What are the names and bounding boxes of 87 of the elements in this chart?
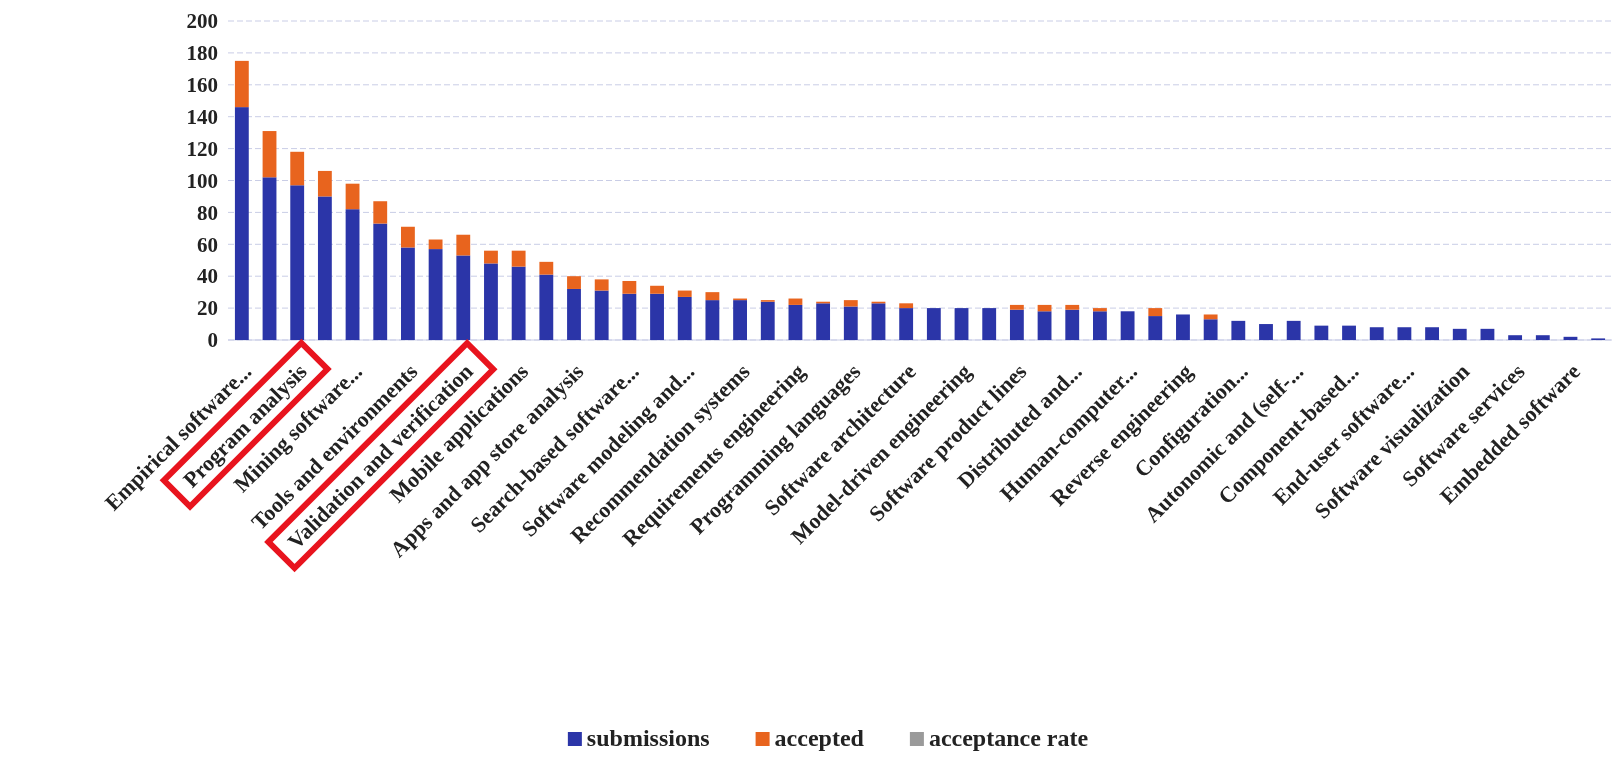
bar bbox=[428, 239, 443, 250]
bar bbox=[954, 308, 969, 340]
bar bbox=[1065, 309, 1080, 340]
legend-label: acceptance rate bbox=[928, 725, 1089, 751]
bar bbox=[262, 131, 277, 178]
bar bbox=[1259, 324, 1273, 340]
bar bbox=[1203, 314, 1218, 320]
bar bbox=[843, 300, 858, 307]
bar bbox=[539, 274, 554, 340]
bar bbox=[622, 293, 637, 340]
bar bbox=[677, 296, 692, 340]
bar bbox=[705, 300, 720, 340]
bar bbox=[373, 201, 388, 224]
bar bbox=[567, 288, 581, 340]
bar bbox=[843, 306, 858, 340]
y-tick-label: 120 bbox=[186, 136, 218, 161]
bar bbox=[982, 308, 997, 340]
y-tick-label: 140 bbox=[186, 104, 218, 129]
bar bbox=[428, 249, 443, 340]
bar bbox=[705, 292, 720, 301]
legend-label: accepted bbox=[774, 725, 865, 751]
bar bbox=[539, 261, 554, 275]
bar bbox=[871, 303, 886, 340]
bar bbox=[1009, 309, 1024, 340]
bar bbox=[1535, 335, 1550, 340]
y-tick-label: 180 bbox=[186, 41, 218, 66]
bar bbox=[234, 60, 249, 108]
bar bbox=[345, 183, 360, 210]
bar bbox=[373, 223, 388, 340]
bar bbox=[511, 250, 526, 267]
bar bbox=[484, 250, 498, 264]
bar bbox=[622, 280, 637, 294]
bar bbox=[234, 107, 249, 340]
bar bbox=[456, 255, 471, 340]
legend-label: submissions bbox=[586, 725, 710, 751]
bar bbox=[1369, 327, 1384, 340]
bar bbox=[1009, 304, 1024, 310]
bar bbox=[567, 276, 581, 289]
bar bbox=[290, 185, 305, 340]
bar bbox=[401, 247, 415, 340]
bar bbox=[1148, 308, 1163, 317]
bar bbox=[1452, 328, 1467, 340]
bar bbox=[677, 290, 692, 297]
bar bbox=[1093, 308, 1107, 312]
bar bbox=[899, 308, 914, 340]
bar bbox=[1314, 325, 1329, 340]
y-tick-label: 40 bbox=[197, 264, 218, 289]
bar bbox=[401, 226, 415, 248]
bar bbox=[511, 266, 526, 340]
bar bbox=[1203, 319, 1218, 340]
bar bbox=[1093, 311, 1107, 340]
y-tick-label: 80 bbox=[197, 200, 218, 225]
bar bbox=[456, 234, 471, 256]
bar bbox=[788, 304, 803, 340]
bar bbox=[1231, 320, 1246, 340]
bar bbox=[1425, 327, 1439, 340]
bar bbox=[317, 196, 332, 340]
bar bbox=[650, 285, 664, 294]
y-tick-label: 160 bbox=[186, 73, 218, 98]
bar bbox=[1397, 327, 1412, 340]
bar bbox=[594, 279, 609, 291]
bar bbox=[1176, 314, 1190, 340]
bar bbox=[484, 263, 498, 340]
y-tick-label: 0 bbox=[207, 328, 218, 353]
bar bbox=[594, 290, 609, 340]
bar bbox=[760, 301, 775, 340]
y-tick-label: 200 bbox=[186, 9, 218, 34]
bar bbox=[1508, 335, 1523, 340]
bar bbox=[1148, 316, 1163, 340]
y-tick-label: 20 bbox=[197, 296, 218, 321]
bar bbox=[290, 151, 305, 186]
bar bbox=[650, 293, 664, 340]
bar bbox=[1065, 304, 1080, 310]
bar bbox=[899, 303, 914, 309]
bar bbox=[733, 300, 747, 340]
bar bbox=[345, 209, 360, 340]
bar bbox=[1037, 311, 1052, 340]
y-tick-label: 60 bbox=[197, 232, 218, 257]
bar bbox=[1342, 325, 1356, 340]
bar bbox=[816, 303, 831, 340]
bar bbox=[262, 177, 277, 340]
bar bbox=[926, 308, 941, 340]
bar bbox=[1286, 320, 1301, 340]
bar bbox=[1480, 328, 1495, 340]
bar bbox=[317, 170, 332, 197]
y-tick-label: 100 bbox=[186, 168, 218, 193]
bar bbox=[1120, 311, 1135, 340]
